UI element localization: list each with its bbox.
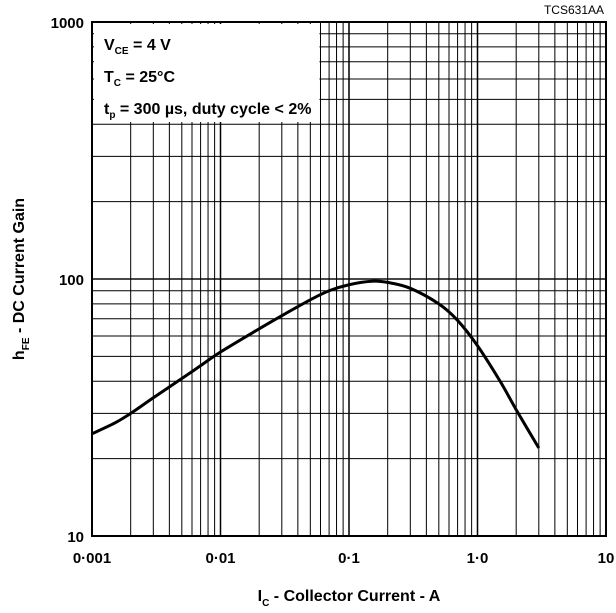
x-axis-label: IC - Collector Current - A <box>258 588 441 609</box>
y-axis-label: hFE - DC Current Gain <box>11 198 32 360</box>
tick-labels: 0·001 0·01 0·1 1·0 10 1000 100 10 <box>51 15 615 567</box>
x-tick-label: 0·1 <box>338 550 360 567</box>
x-tick-label: 0·001 <box>73 550 111 567</box>
conditions-background <box>94 24 320 122</box>
y-tick-label: 10 <box>67 529 84 546</box>
condition-label: tp = 300 µs, duty cycle < 2% <box>104 101 311 121</box>
x-tick-label: 0·01 <box>205 550 235 567</box>
figure-id: TCS631AA <box>544 3 604 17</box>
y-tick-label: 100 <box>59 272 84 289</box>
y-tick-label: 1000 <box>51 15 84 32</box>
condition-label: TC = 25°C <box>104 69 175 89</box>
x-tick-label: 10 <box>598 550 615 567</box>
axis-labels: IC - Collector Current - A hFE - DC Curre… <box>11 198 441 609</box>
plot-frame <box>91 21 607 537</box>
conditions-box: VCE = 4 V TC = 25°C tp = 300 µs, duty cycl… <box>94 24 320 122</box>
curve-layer <box>91 279 541 449</box>
series-line-hfe <box>91 279 541 449</box>
x-tick-label: 1·0 <box>467 550 489 567</box>
condition-label: VCE = 4 V <box>104 37 171 57</box>
